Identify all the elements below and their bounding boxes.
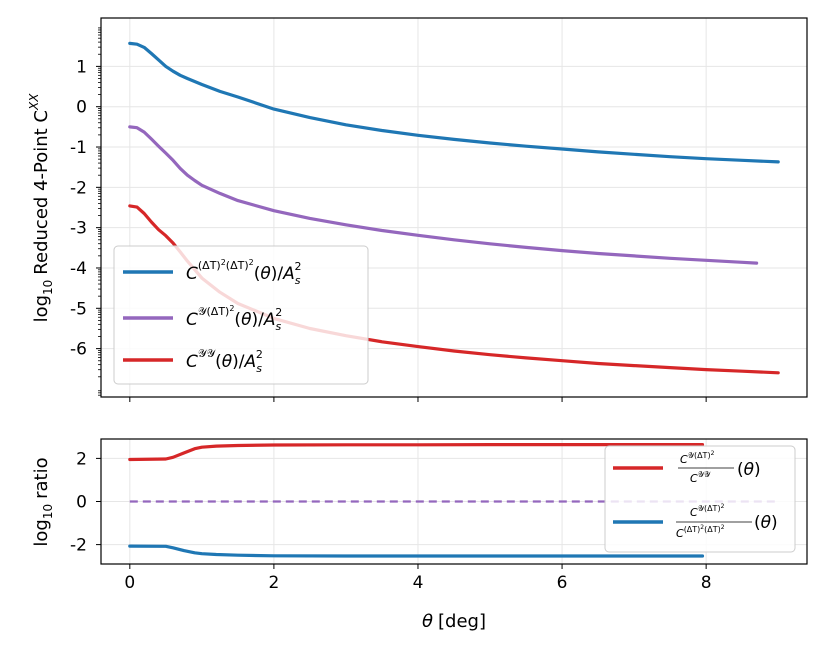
bottom-ylabel: log10ratio <box>31 457 55 546</box>
bottom-legend-box <box>604 445 796 553</box>
ytick-label: -1 <box>70 138 87 158</box>
legend-arg-1: (θ) <box>737 460 761 480</box>
xtick-label: 0 <box>124 573 135 593</box>
legend-num-2: C𝒴(ΔT)2 <box>690 503 725 519</box>
legend-num-1: C𝒴(ΔT)2 <box>680 450 715 466</box>
legend-den-2: C(ΔT)2(ΔT)2 <box>676 524 725 540</box>
xtick-label: 4 <box>413 573 424 593</box>
legend-label-yy: C𝒴𝒴(θ)/As2 <box>186 347 263 375</box>
xtick-label: 2 <box>268 573 279 593</box>
bottom-ticks: 0 2 4 6 8 2 0 -2 <box>70 449 712 593</box>
bottom-legend: C𝒴(ΔT)2 C𝒴𝒴 (θ) C𝒴(ΔT)2 C(ΔT)2(ΔT)2 (θ) <box>604 445 796 553</box>
xtick-label: 8 <box>701 573 712 593</box>
top-legend-box <box>113 245 369 385</box>
legend-label-dt-dt: C(ΔT)2(ΔT)2(θ)/As2 <box>186 258 302 287</box>
ytick-label: -2 <box>70 178 87 198</box>
ytick-label: 1 <box>76 57 87 77</box>
series-line <box>128 125 759 265</box>
ytick-label: -4 <box>70 259 87 279</box>
ytick-label: -2 <box>70 536 87 556</box>
top-axes-frame <box>100 17 808 398</box>
ytick-label: -5 <box>70 299 87 319</box>
legend-label-y-dt: C𝒴(ΔT)2(θ)/As2 <box>186 304 282 333</box>
xtick-label: 6 <box>557 573 568 593</box>
top-ticks: 1 0 -1 -2 -3 -4 -5 -6 <box>70 27 707 402</box>
top-legend: C(ΔT)2(ΔT)2(θ)/As2 C𝒴(ΔT)2(θ)/As2 C𝒴𝒴(θ)… <box>113 245 369 385</box>
ytick-label: 0 <box>76 493 87 513</box>
series-line <box>128 41 780 164</box>
legend-arg-2: (θ) <box>754 513 778 533</box>
ytick-label: 0 <box>76 98 87 118</box>
legend-den-1: C𝒴𝒴 <box>690 470 711 485</box>
ytick-label: -3 <box>70 219 87 239</box>
ytick-label: -6 <box>70 340 87 360</box>
series-line <box>128 544 705 558</box>
series-line <box>128 443 705 462</box>
ytick-label: 2 <box>76 449 87 469</box>
top-ylabel: log10Reduced 4-Point CXX <box>27 93 55 323</box>
xlabel: θ [deg] <box>422 611 486 632</box>
